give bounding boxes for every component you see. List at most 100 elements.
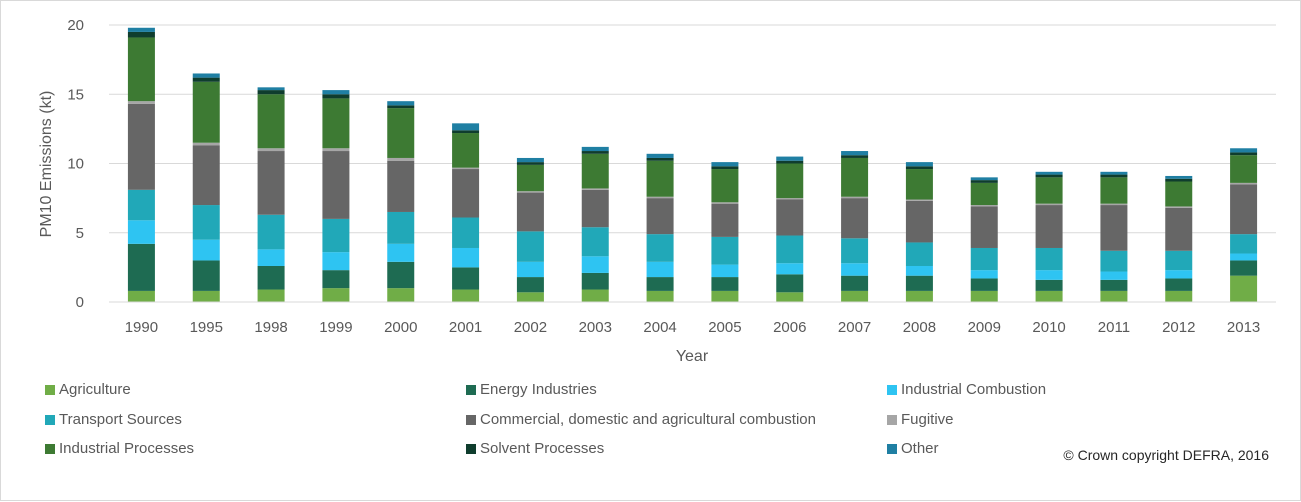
bar-segment [581,289,609,302]
bar-segment [1230,182,1258,185]
bar-segment [192,205,220,240]
bar-segment [646,153,674,158]
x-tick-label: 2006 [773,319,806,336]
copyright-notice: © Crown copyright DEFRA, 2016 [1063,447,1269,463]
bar-stack-1990 [127,27,155,302]
bar-segment [127,27,155,32]
bar-stack-1995 [192,73,220,302]
bar-segment [1165,175,1193,179]
bar-segment [257,90,285,95]
bar-segment [192,239,220,261]
bar-stack-2010 [1035,171,1063,302]
legend-swatch [466,444,476,454]
bar-segment [841,196,869,199]
bar-stack-1999 [322,90,350,302]
bar-segment [387,160,415,212]
bar-segment [581,256,609,273]
bar-segment [581,153,609,189]
legend-swatch [466,415,476,425]
bar-segment [711,236,739,265]
bar-segment [646,196,674,199]
bar-segment [841,198,869,239]
bar-segment [387,101,415,106]
x-tick-label: 2013 [1227,319,1260,336]
bar-segment [1165,250,1193,271]
bar-segment [581,272,609,290]
bar-segment [192,81,220,143]
bar-segment [581,227,609,257]
bar-segment [452,169,480,218]
bar-segment [322,148,350,152]
legend-label: Fugitive [901,411,954,428]
bar-segment [1230,234,1258,254]
legend-item: Energy Industries [466,381,597,398]
bar-segment [387,108,415,158]
legend-item: Industrial Combustion [887,381,1046,398]
bar-segment [905,265,933,276]
bar-segment [1035,279,1063,291]
bar-segment [322,288,350,302]
bar-segment [776,274,804,293]
bar-segment [1230,253,1258,261]
bar-stack-2000 [387,101,415,302]
x-tick-label: 2012 [1162,319,1195,336]
bar-segment [452,167,480,170]
bar-segment [192,77,220,82]
legend-label: Industrial Processes [59,440,194,457]
bar-segment [387,211,415,244]
y-tick-label: 10 [67,156,84,173]
bar-segment [646,277,674,291]
bar-segment [257,249,285,266]
bar-segment [646,261,674,278]
x-tick-label: 2004 [643,319,676,336]
legend-item: Fugitive [887,411,954,428]
bar-segment [192,73,220,78]
bar-segment [452,130,480,134]
bar-segment [516,192,544,232]
legend-item: Transport Sources [45,411,182,428]
bar-segment [257,214,285,250]
bar-stack-2012 [1165,175,1193,302]
bar-segment [841,263,869,276]
bar-segment [1165,206,1193,208]
bar-segment [127,37,155,102]
x-tick-label: 2002 [514,319,547,336]
bar-segment [1165,207,1193,251]
bar-segment [1100,279,1128,291]
legend-label: Other [901,440,939,457]
bar-segment [1165,278,1193,291]
bar-segment [192,142,220,146]
bar-segment [581,151,609,154]
bar-segment [970,247,998,271]
bar-segment [1035,270,1063,280]
x-tick-label: 1999 [319,319,352,336]
bar-stack-1998 [257,87,285,302]
bar-segment [127,243,155,291]
bar-segment [711,162,739,167]
bar-segment [711,290,739,302]
bar-segment [452,133,480,168]
bar-segment [322,98,350,149]
y-axis-ticks: 0 5 10 15 20 [67,17,84,311]
legend-item: Commercial, domestic and agricultural co… [466,411,816,428]
bar-segment [711,264,739,278]
bar-segment [1035,203,1063,206]
bar-segment [387,105,415,109]
bar-stack-2009 [970,177,998,302]
bar-segment [257,289,285,302]
legend-label: Solvent Processes [480,440,604,457]
bar-segment [192,260,220,291]
bar-segment [387,157,415,161]
bar-segment [970,206,998,248]
bar-segment [322,90,350,95]
bar-segment [711,169,739,203]
y-axis-title: PM10 Emissions (kt) [38,91,55,238]
legend-item: Other [887,440,939,457]
bar-segment [127,189,155,221]
y-tick-label: 5 [76,225,84,242]
bar-segment [841,275,869,291]
bar-segment [452,267,480,290]
bar-segment [646,234,674,262]
bar-segment [1100,290,1128,302]
bars [127,27,1258,302]
